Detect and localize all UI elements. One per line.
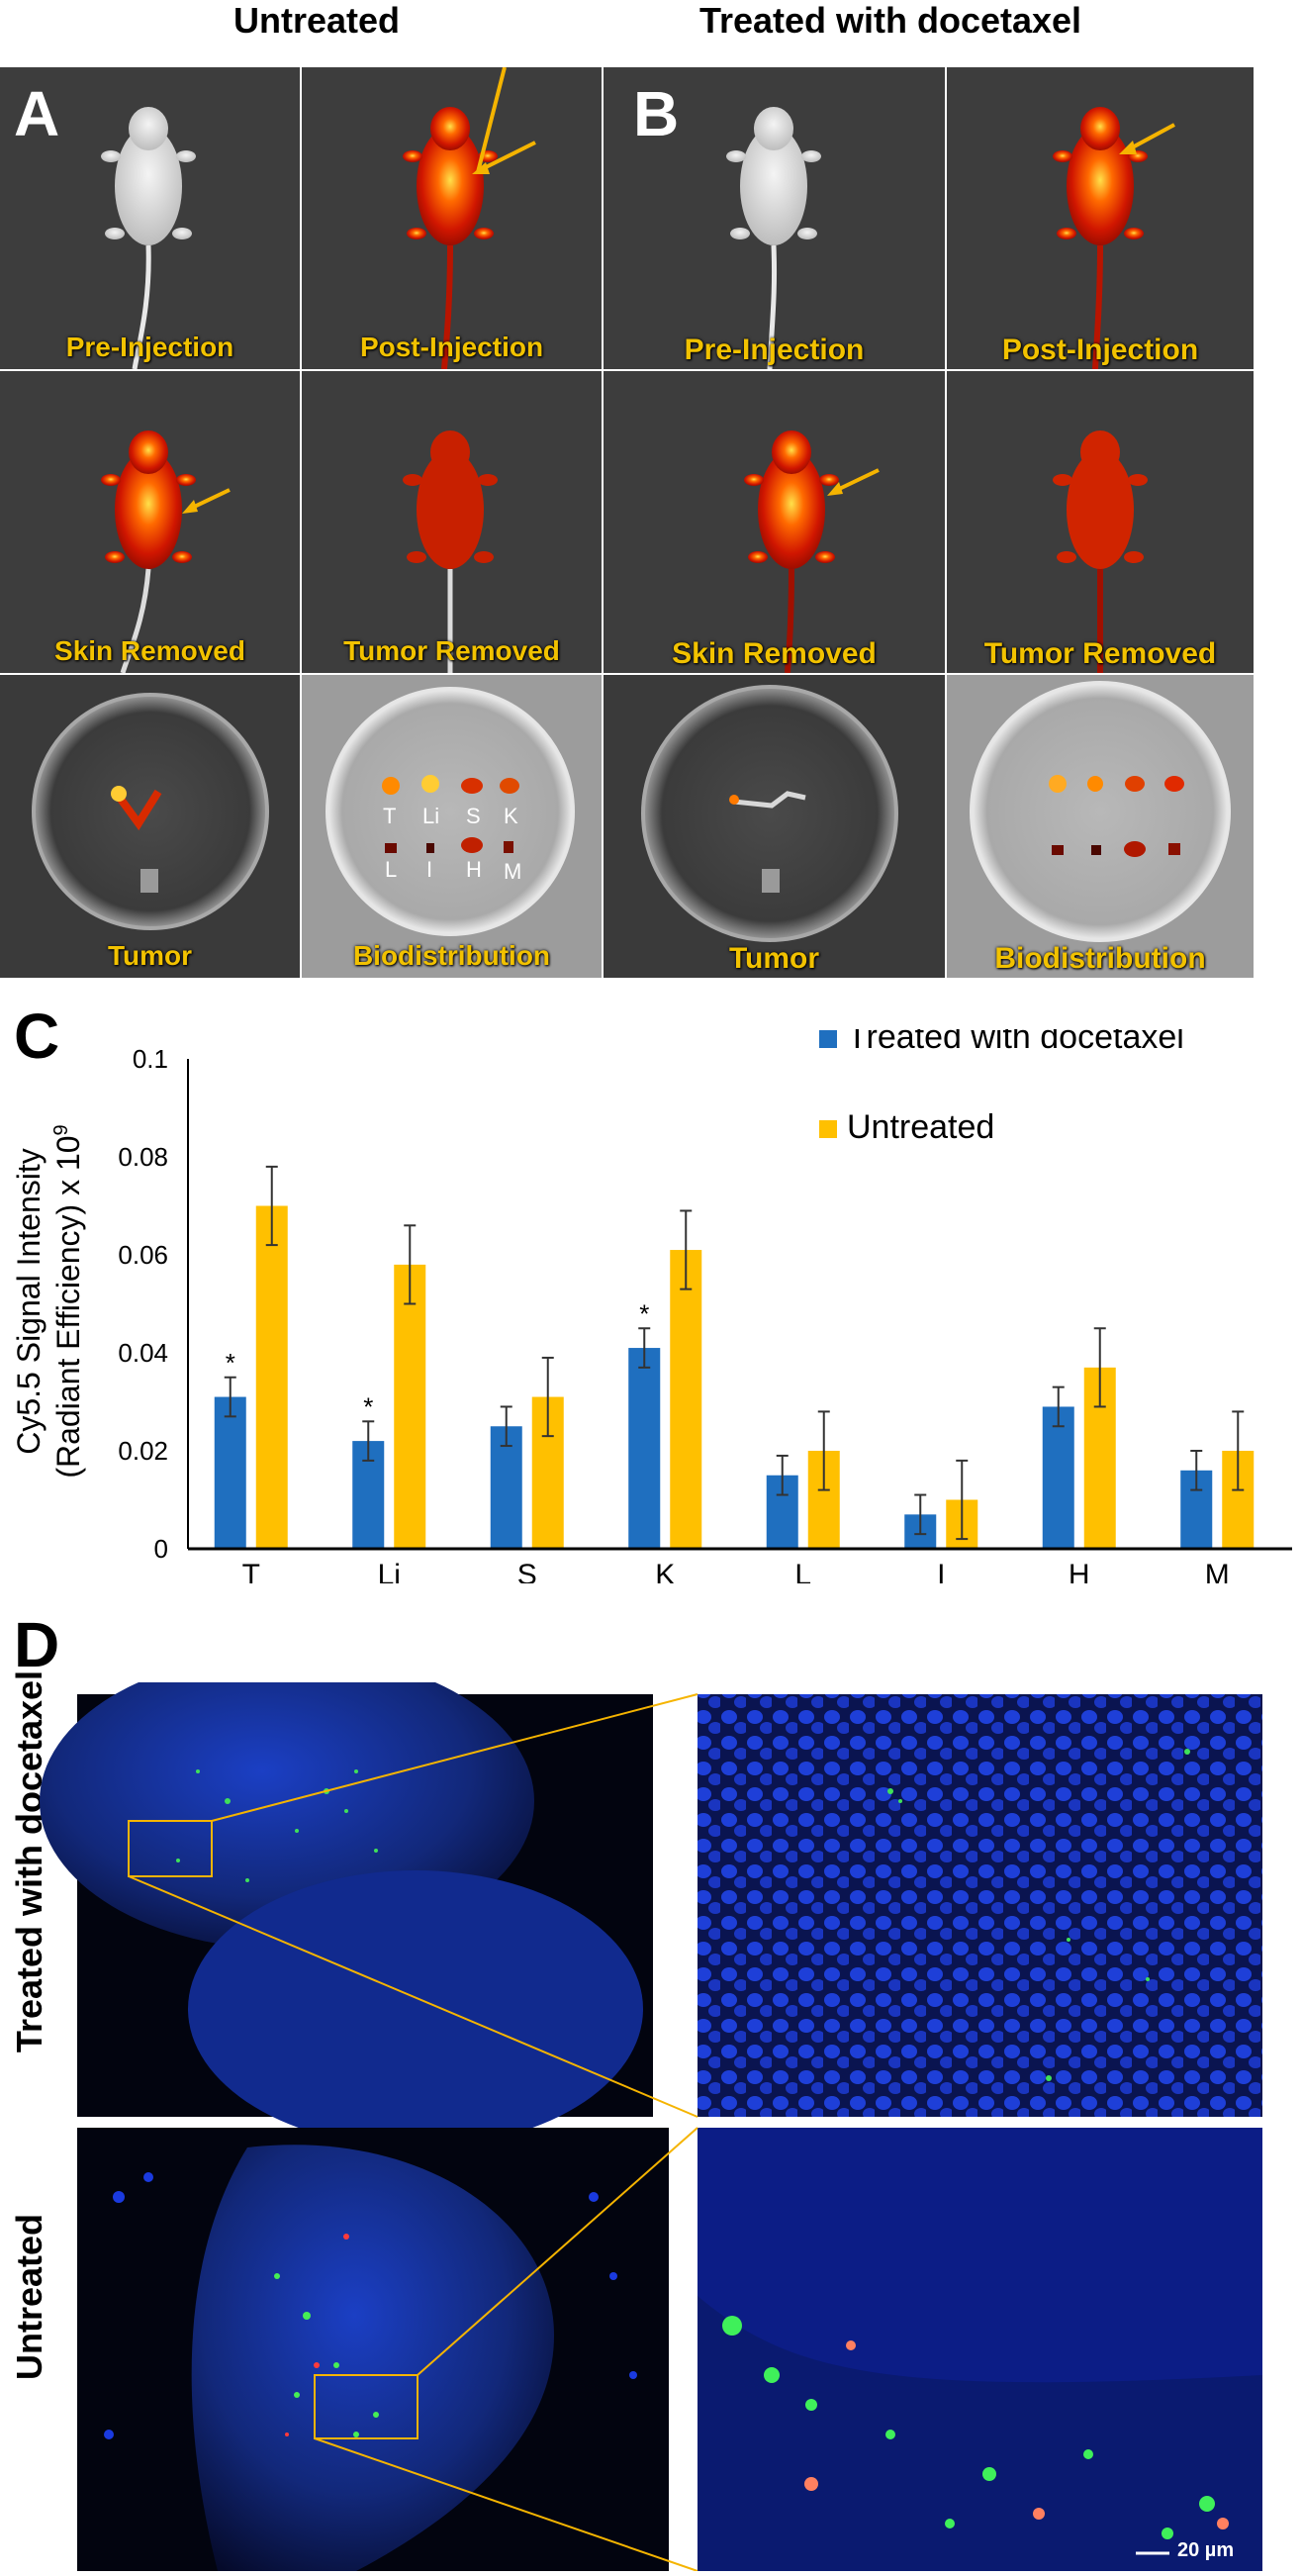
caption-pre-injection: Pre-Injection (65, 332, 234, 362)
y-tick-label: 0 (154, 1534, 168, 1564)
tile-untreated-tumor-removed: Tumor Removed (302, 371, 602, 673)
bar-untreated-li (394, 1264, 426, 1549)
organ-label-i: I (426, 857, 433, 882)
caption-post-injection: Post-Injection (359, 332, 544, 362)
panel-letter-b: B (633, 78, 680, 149)
treated-mouse-tumor-removed-image (947, 371, 1254, 673)
bar-treated-k (628, 1348, 661, 1549)
treated-biodistribution-dish-image (947, 675, 1254, 978)
x-tick-label-k: K (655, 1559, 675, 1583)
y-axis-label-line2: (Radiant Efficiency) x 109 (50, 1124, 86, 1478)
tile-untreated-post-injection: Post-Injection (302, 67, 602, 369)
x-tick-label-s: S (517, 1559, 537, 1583)
legend-label-untreated: Untreated (847, 1108, 994, 1146)
organ-label-m: M (504, 859, 522, 884)
y-tick-label: 0.1 (133, 1044, 168, 1074)
tile-untreated-biodistribution: T Li S K L I H M Biodistribution (302, 675, 602, 978)
significance-marker: * (639, 1298, 649, 1328)
y-axis: 0 0.02 0.04 0.06 0.08 0.1 (118, 1044, 189, 1564)
y-tick-label: 0.06 (118, 1240, 168, 1270)
treated-mouse-post-injection-image (947, 67, 1254, 369)
y-tick-label: 0.08 (118, 1142, 168, 1172)
panel-letter-a: A (14, 78, 60, 149)
bar-chart-svg: 0 0.02 0.04 0.06 0.08 0.1 * * * T Li S K L I H M Cy5.5… (11, 1018, 1292, 1591)
bar-series: * * * (214, 1165, 1255, 1549)
y-tick-label: 0.04 (118, 1338, 168, 1368)
caption-post-injection-treated: Post-Injection (1001, 334, 1199, 366)
bar-untreated-t (255, 1205, 288, 1549)
caption-tumor-treated: Tumor (728, 942, 820, 975)
caption-tumor: Tumor (107, 940, 193, 971)
micro-untreated-zoom (698, 2128, 1262, 2571)
untreated-tumor-dish-image (0, 675, 300, 978)
organ-label-s: S (466, 804, 481, 828)
panel-d-microscopy: 20 µm (0, 1653, 1302, 2572)
organ-label-li: Li (422, 804, 440, 828)
caption-biodistribution: Biodistribution (352, 940, 551, 971)
tile-treated-tumor-removed: Tumor Removed (947, 371, 1254, 673)
caption-skin-removed-treated: Skin Removed (672, 637, 877, 670)
tile-untreated-pre-injection: Pre-Injection A (0, 67, 300, 369)
organ-label-k: K (504, 804, 518, 828)
panel-letter-d: D (14, 1609, 60, 1680)
untreated-biodistribution-dish-image (302, 675, 602, 978)
tile-untreated-tumor: Tumor (0, 675, 300, 978)
treated-mouse-pre-injection-image (604, 67, 945, 369)
scale-bar-label: 20 µm (1177, 2539, 1235, 2561)
micro-treated-zoom (698, 1694, 1262, 2117)
x-tick-label-m: M (1205, 1559, 1230, 1583)
caption-biodistribution-treated: Biodistribution (994, 942, 1206, 975)
treated-mouse-skin-removed-image (604, 371, 945, 673)
x-tick-label-h: H (1069, 1559, 1090, 1583)
caption-pre-injection-treated: Pre-Injection (684, 334, 865, 366)
x-tick-label-l: L (794, 1559, 811, 1583)
y-axis-label-line1: Cy5.5 Signal Intensity (11, 1148, 46, 1455)
organ-label-l: L (385, 857, 398, 882)
bar-treated-t (214, 1396, 246, 1549)
legend-swatch-treated (819, 1030, 837, 1048)
tile-treated-pre-injection: Pre-Injection B (604, 67, 945, 369)
tile-treated-biodistribution: Biodistribution (947, 675, 1254, 978)
mouse-tumor-removed-image (302, 371, 602, 673)
legend-swatch-untreated (819, 1120, 837, 1138)
x-axis-labels: T Li S K L I H M (242, 1559, 1230, 1591)
organ-label-h: H (466, 857, 482, 882)
caption-tumor-removed: Tumor Removed (343, 635, 560, 666)
mouse-skin-removed-image (0, 371, 300, 673)
bar-untreated-k (670, 1250, 702, 1549)
microscopy-images (40, 1653, 1262, 2572)
tile-treated-skin-removed: Skin Removed (604, 371, 945, 673)
significance-marker: * (363, 1391, 373, 1421)
tile-treated-tumor: Tumor (604, 675, 945, 978)
column-title-untreated: Untreated (232, 0, 401, 41)
mouse-post-injection-image (302, 67, 602, 369)
x-tick-label-i: I (937, 1559, 945, 1583)
bar-treated-h (1042, 1406, 1074, 1549)
column-title-treated: Treated with docetaxel (698, 0, 1082, 41)
legend-label-treated: Treated with docetaxel (847, 1029, 1184, 1056)
caption-skin-removed: Skin Removed (54, 635, 245, 666)
organ-label-t: T (383, 804, 397, 828)
panel-ab-imaging: Pre-Injection A Post-Injection Pre-Injec… (0, 67, 1302, 978)
tile-treated-post-injection: Post-Injection (947, 67, 1254, 369)
tile-untreated-skin-removed: Skin Removed (0, 371, 300, 673)
micro-untreated-overview (77, 2128, 669, 2571)
treated-tumor-dish-image (604, 675, 945, 978)
x-tick-label-li: Li (378, 1559, 401, 1583)
x-tick-label-t: T (242, 1559, 260, 1583)
chart-c: 0 0.02 0.04 0.06 0.08 0.1 * * * T Li S K L I H M Cy5.5… (0, 1018, 1302, 1591)
panel-letter-c: C (14, 1001, 60, 1072)
micro-treated-overview (40, 1653, 653, 2147)
significance-marker: * (226, 1348, 235, 1378)
mouse-pre-injection-image (0, 67, 300, 369)
y-tick-label: 0.02 (118, 1436, 168, 1466)
caption-tumor-removed-treated: Tumor Removed (983, 637, 1217, 670)
